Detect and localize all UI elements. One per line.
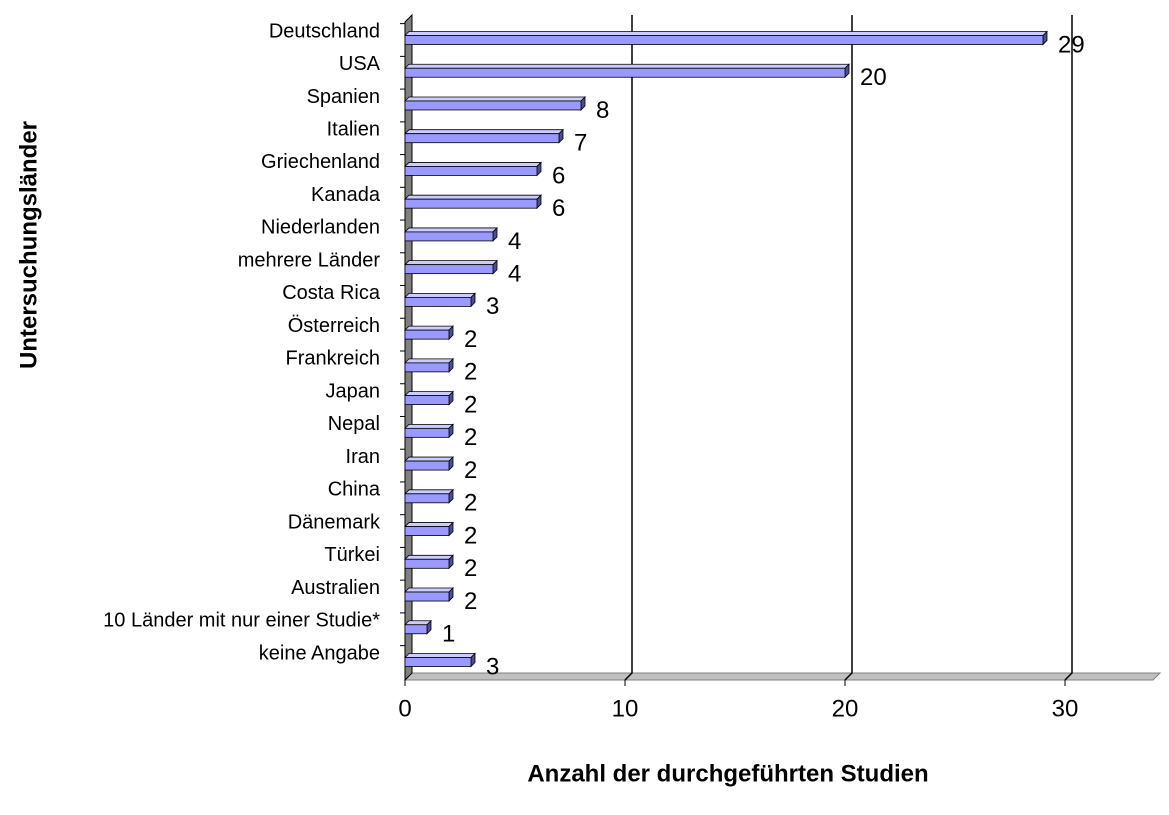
x-tick-label: 10 (612, 695, 639, 722)
value-label: 8 (596, 97, 609, 124)
value-label: 4 (508, 261, 521, 288)
bar-top (404, 423, 454, 429)
bar-top (404, 227, 498, 233)
grid-line (1064, 15, 1073, 681)
value-label: 2 (464, 424, 477, 451)
y-tick-label: Japan (326, 380, 381, 402)
floor (403, 672, 1162, 681)
bar (404, 395, 450, 406)
y-tick-label: 10 Länder mit nur einer Studie* (103, 610, 380, 632)
grid-line (624, 15, 633, 681)
bar (404, 231, 494, 242)
y-tick-label: Australien (291, 577, 380, 599)
bar (404, 493, 450, 504)
y-tick-label: Italien (327, 118, 380, 140)
value-label: 4 (508, 228, 521, 255)
value-label: 7 (574, 130, 587, 157)
bar (404, 427, 450, 438)
y-axis-title: Untersuchungsländer (15, 121, 42, 369)
x-tick-label: 0 (398, 695, 411, 722)
bar (404, 133, 560, 144)
y-tick-label: Kanada (311, 184, 381, 206)
y-tick-label: Frankreich (286, 348, 380, 370)
value-label: 2 (464, 359, 477, 386)
bar-top (404, 554, 454, 560)
value-label: 2 (464, 588, 477, 615)
bar-top (404, 162, 542, 167)
value-label: 20 (860, 64, 887, 91)
y-tick-label: mehrere Länder (238, 249, 381, 271)
value-label: 2 (464, 555, 477, 582)
value-label: 2 (464, 391, 477, 418)
value-label: 6 (552, 195, 565, 222)
bar (404, 591, 450, 602)
y-tick-label: Nepal (328, 413, 380, 435)
bar (404, 657, 472, 667)
y-tick-label: China (328, 479, 381, 501)
bar-top (404, 653, 476, 658)
x-tick-label: 30 (1052, 695, 1079, 722)
y-tick-label: Iran (346, 446, 380, 468)
x-axis-title: Anzahl der durchgeführten Studien (527, 760, 928, 787)
x-tick-label: 20 (832, 695, 859, 722)
wall (404, 13, 413, 682)
value-label: 2 (464, 490, 477, 517)
value-label: 1 (442, 621, 455, 648)
bar (404, 198, 538, 209)
y-tick-label: Deutschland (269, 20, 380, 42)
value-label: 3 (486, 653, 499, 680)
bar (404, 558, 450, 569)
bar-top (404, 96, 586, 102)
bar-top (404, 31, 1048, 36)
bar (404, 166, 538, 176)
bar (404, 329, 450, 340)
bar (404, 526, 450, 536)
bar (404, 362, 450, 373)
bar-top (404, 391, 454, 397)
bar-top (404, 358, 454, 364)
bar-top (404, 63, 850, 69)
bar (404, 264, 494, 275)
value-label: 2 (464, 522, 477, 549)
bar-top (404, 129, 564, 135)
y-tick-label: USA (339, 53, 381, 75)
bar-top (404, 194, 542, 200)
bar (404, 296, 472, 307)
value-label: 2 (464, 326, 477, 353)
value-label: 6 (552, 162, 565, 189)
value-label: 3 (486, 293, 499, 320)
y-tick-label: Dänemark (288, 511, 381, 533)
bar-top (404, 456, 454, 462)
grid-line (844, 15, 853, 681)
y-tick-label: Türkei (324, 544, 380, 566)
bar-top (404, 489, 454, 495)
bar-top (404, 587, 454, 593)
y-tick-label: Österreich (288, 315, 380, 337)
y-tick-label: Costa Rica (282, 282, 381, 304)
value-label: 29 (1058, 31, 1085, 58)
bar (404, 35, 1044, 45)
bar (404, 100, 582, 111)
y-tick-label: Spanien (307, 86, 380, 108)
y-tick-label: Niederlanden (261, 217, 380, 239)
bar (404, 67, 846, 78)
value-label: 2 (464, 457, 477, 484)
bar (404, 460, 450, 471)
bar (404, 624, 428, 635)
bar-top (404, 260, 498, 266)
bar-top (404, 522, 454, 527)
y-tick-label: keine Angabe (259, 642, 380, 664)
y-tick-label: Griechenland (261, 151, 380, 173)
bar-top (404, 292, 476, 298)
bar-top (404, 325, 454, 331)
